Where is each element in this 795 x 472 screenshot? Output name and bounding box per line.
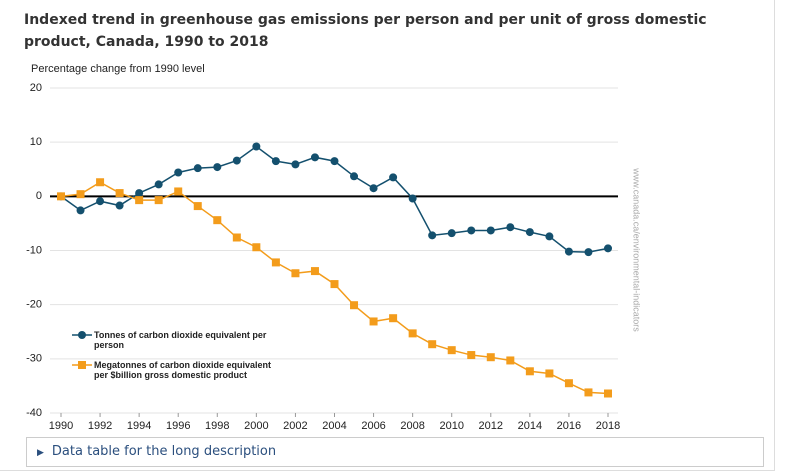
data-point [428,340,437,349]
data-point [350,301,359,310]
data-point [76,190,85,199]
x-tick-label: 2016 [557,420,581,432]
y-tick-label: -20 [26,299,42,311]
data-point [564,247,573,256]
data-point [447,229,456,238]
data-point [389,173,398,182]
x-tick-label: 1996 [166,420,190,432]
legend-entry: Tonnes of carbon dioxide equivalent per … [72,330,287,350]
data-point [76,206,85,215]
frame [0,0,775,471]
data-point [408,194,417,203]
data-point [252,243,261,252]
data-point [291,269,300,278]
x-tick-label: 2018 [596,420,620,432]
data-point [135,189,144,198]
data-table-toggle[interactable]: ▶ Data table for the long description [26,437,764,467]
x-tick-label: 2008 [400,420,424,432]
data-point [115,189,124,198]
data-point [310,267,319,276]
data-point [154,180,163,189]
legend-label: Tonnes of carbon dioxide equivalent per … [94,330,267,350]
data-point [525,228,534,237]
y-tick-label: -30 [26,353,42,365]
x-tick-label: 2002 [283,420,307,432]
data-point [486,353,495,362]
chart-title: Indexed trend in greenhouse gas emission… [24,12,707,50]
data-point [96,178,105,187]
toggle-icon: ▶ [37,448,44,458]
data-point [232,156,241,165]
y-tick-label: -10 [26,244,42,256]
data-point [584,388,593,397]
data-point [174,168,183,177]
data-point [389,314,398,323]
data-point [369,317,378,326]
watermark: www.canada.ca/environmental-indicators [632,167,642,332]
x-tick-label: 2014 [518,420,542,432]
x-tick-label: 1992 [88,420,112,432]
x-tick-label: 2004 [322,420,346,432]
data-point [545,232,554,241]
data-point [310,153,319,162]
data-point [350,172,359,181]
data-point [291,160,300,169]
data-point [57,192,65,201]
y-tick-label: 10 [30,136,42,148]
data-point [271,258,280,267]
x-tick-label: 1998 [205,420,229,432]
legend-marker [78,331,86,339]
legend: Tonnes of carbon dioxide equivalent per … [72,330,287,390]
data-point [408,329,417,338]
data-point [232,233,241,242]
chart: Percentage change from 1990 level -40 -30… [26,63,642,432]
data-point [584,248,593,257]
data-point [135,196,144,205]
y-axis-label: Percentage change from 1990 level [31,63,205,75]
legend-marker [78,361,86,369]
data-point [604,244,612,253]
data-point [213,163,222,172]
data-point [96,197,105,206]
data-point [545,369,554,378]
x-tick-label: 2006 [361,420,385,432]
x-tick-label: 2000 [244,420,268,432]
x-tick-label: 2010 [439,420,463,432]
data-point [193,202,202,211]
legend-swatch [72,361,92,369]
data-point [330,157,339,166]
legend-label: Megatonnes of carbon dioxide equivalent … [94,360,272,380]
y-tick-label: 0 [36,190,42,202]
data-point [369,184,378,193]
data-point [604,389,612,398]
data-point [154,196,163,205]
data-point [506,356,515,365]
legend-swatch [72,331,92,339]
x-tick-label: 1994 [127,420,151,432]
data-point [213,216,222,225]
toggle-label[interactable]: Data table for the long description [51,444,277,459]
x-tick-label: 1990 [49,420,73,432]
data-point [115,201,124,210]
y-tick-label: -40 [26,407,42,419]
data-point [467,351,476,360]
data-point [564,379,573,388]
data-point [252,142,261,151]
data-point [193,164,202,173]
data-point [330,280,339,289]
data-point [467,226,476,235]
data-point [428,231,437,240]
data-point [506,223,515,232]
legend-entry: Megatonnes of carbon dioxide equivalent … [72,360,287,380]
data-point [486,226,495,235]
x-tick-label: 2012 [479,420,503,432]
data-point [525,367,534,376]
y-tick-label: 20 [30,82,42,94]
data-point [447,346,456,355]
data-point [174,187,183,196]
data-point [271,157,280,166]
